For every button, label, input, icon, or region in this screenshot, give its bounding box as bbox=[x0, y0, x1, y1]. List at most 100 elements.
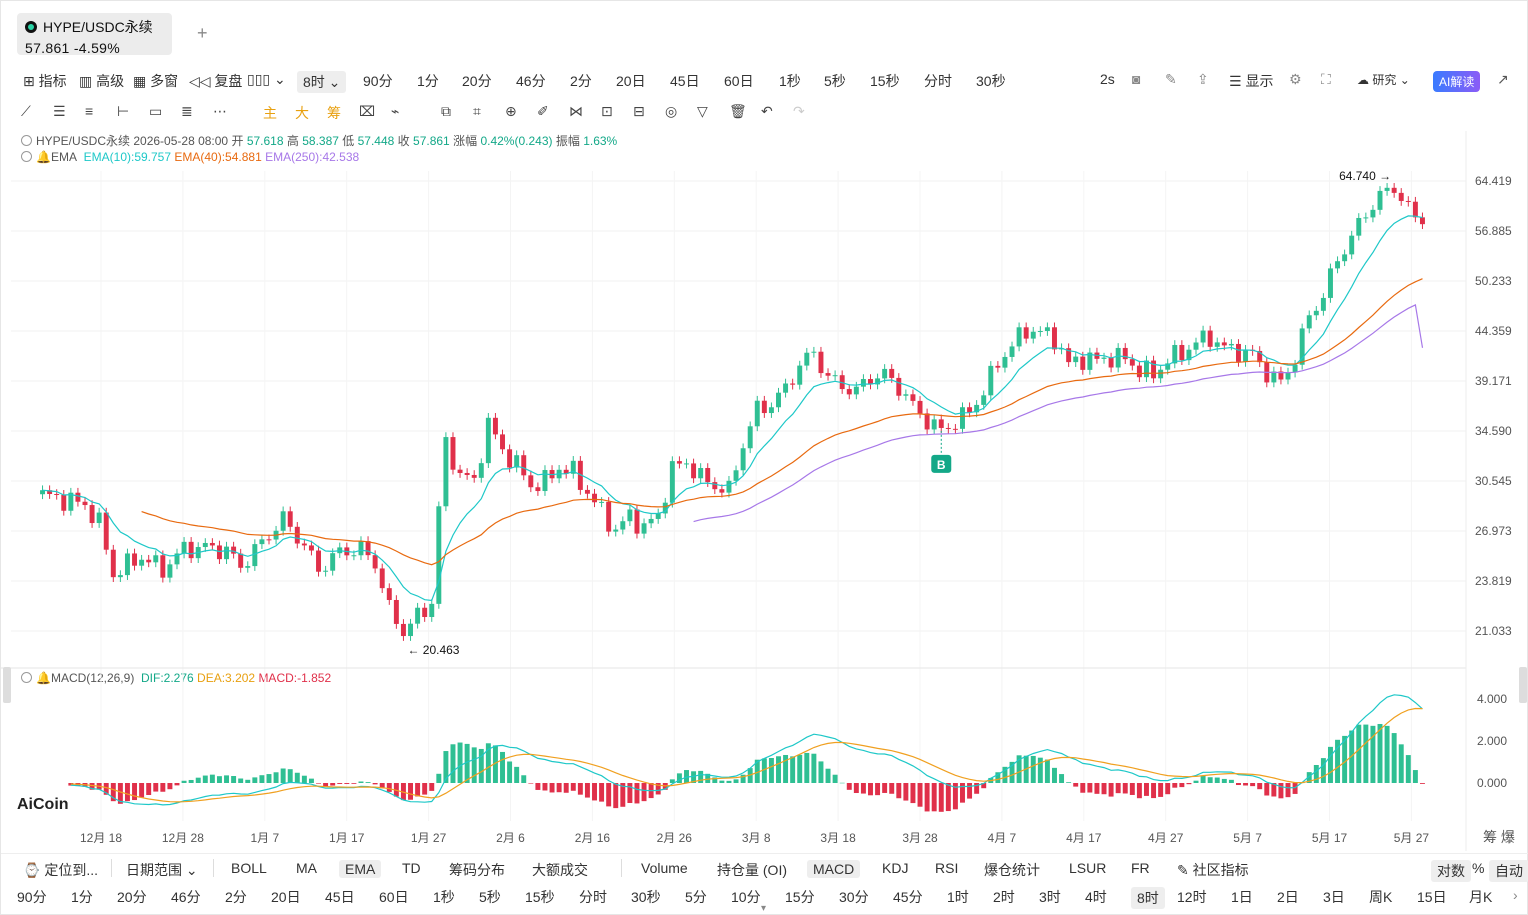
interval-bottom-15[interactable]: 15分 bbox=[785, 889, 815, 905]
interval-bottom-4[interactable]: 2分 bbox=[225, 889, 247, 905]
chevron-right-icon[interactable]: › bbox=[1513, 887, 1518, 903]
bell-icon[interactable]: 🔔 bbox=[36, 671, 51, 685]
ray-tool-icon[interactable]: ⊢ bbox=[117, 103, 130, 119]
ind-rsi[interactable]: RSI bbox=[935, 860, 959, 876]
interval-bottom-21[interactable]: 4时 bbox=[1085, 889, 1107, 905]
interval-bottom-25[interactable]: 2日 bbox=[1277, 889, 1299, 905]
ind-oi[interactable]: 持仓量 (OI) bbox=[717, 862, 787, 878]
interval-bottom-29[interactable]: 月K bbox=[1469, 889, 1493, 905]
advanced-button[interactable]: ▥ 高级 bbox=[79, 73, 125, 89]
interval-bottom-14[interactable]: 10分 bbox=[731, 889, 761, 905]
ruler-icon[interactable]: ⌗ bbox=[473, 103, 481, 119]
pen-icon[interactable]: ✎ bbox=[1165, 71, 1177, 87]
replay-button[interactable]: ◁◁ 复盘 bbox=[189, 73, 243, 89]
delete-icon[interactable]: 🗑 bbox=[729, 103, 747, 119]
locate-button[interactable]: ⌚ 定位到... bbox=[23, 862, 98, 878]
zoom-icon[interactable]: ⊕ bbox=[505, 103, 517, 119]
parallel-tool-icon[interactable]: ≡ bbox=[85, 103, 94, 119]
collapse-icon[interactable] bbox=[21, 135, 32, 146]
eraser-icon[interactable]: ⌁ bbox=[391, 103, 400, 119]
hide-icon[interactable]: ◎ bbox=[665, 103, 678, 119]
ind-ma[interactable]: MA bbox=[296, 860, 317, 876]
price-chart[interactable]: 64.419 56.885 50.233 44.359 39.171 34.590 30.5… bbox=[1, 1, 1528, 851]
redo-icon[interactable]: ↷ bbox=[793, 103, 805, 119]
percent-toggle[interactable]: % bbox=[1472, 860, 1485, 876]
ind-large[interactable]: 大额成交 bbox=[532, 862, 588, 878]
fib-tool-icon[interactable]: ≣ bbox=[181, 103, 193, 119]
interval-2m[interactable]: 2分 bbox=[570, 73, 592, 89]
interval-bottom-3[interactable]: 46分 bbox=[171, 889, 201, 905]
ind-liq[interactable]: 爆仓统计 bbox=[984, 862, 1040, 878]
ind-volume[interactable]: Volume bbox=[641, 860, 688, 876]
ind-macd[interactable]: MACD bbox=[807, 860, 861, 878]
ind-fr[interactable]: FR bbox=[1131, 860, 1150, 876]
interval-bottom-10[interactable]: 15秒 bbox=[525, 889, 555, 905]
interval-bottom-11[interactable]: 分时 bbox=[579, 889, 607, 905]
share-icon[interactable]: ⇪ bbox=[1197, 71, 1209, 87]
ind-td[interactable]: TD bbox=[402, 860, 421, 876]
interval-bottom-1[interactable]: 1分 bbox=[71, 889, 93, 905]
community-indicator[interactable]: ✎ 社区指标 bbox=[1177, 862, 1249, 878]
ind-ema[interactable]: EMA bbox=[339, 860, 382, 878]
interval-bottom-18[interactable]: 1时 bbox=[947, 889, 969, 905]
log-scale-toggle[interactable]: 对数 bbox=[1431, 860, 1471, 882]
trend-icon[interactable]: ↗ bbox=[1497, 71, 1509, 87]
ind-chip[interactable]: 筹码分布 bbox=[449, 862, 505, 878]
rect-tool-icon[interactable]: ▭ bbox=[149, 103, 163, 119]
interval-bottom-6[interactable]: 45日 bbox=[325, 889, 355, 905]
filter-icon[interactable]: ▽ bbox=[697, 103, 708, 119]
interval-bottom-9[interactable]: 5秒 bbox=[479, 889, 501, 905]
add-tab-button[interactable]: + bbox=[197, 23, 208, 43]
interval-bottom-28[interactable]: 15日 bbox=[1417, 889, 1447, 905]
ind-lsur[interactable]: LSUR bbox=[1069, 860, 1107, 876]
line-tool-icon[interactable]: ⟋ bbox=[21, 103, 31, 119]
main-chip-button[interactable]: 主 bbox=[263, 105, 277, 121]
interval-timeshare[interactable]: 分时 bbox=[924, 73, 952, 89]
undo-icon[interactable]: ↶ bbox=[761, 103, 773, 119]
interval-bottom-19[interactable]: 2时 bbox=[993, 889, 1015, 905]
large-chip-button[interactable]: 大 bbox=[295, 105, 309, 121]
collapse-icon[interactable] bbox=[21, 151, 32, 162]
interval-bottom-12[interactable]: 30秒 bbox=[631, 889, 661, 905]
refresh-rate[interactable]: 2s bbox=[1100, 71, 1115, 87]
multi-window-button[interactable]: ▦ 多窗 bbox=[133, 73, 179, 89]
interval-bottom-8[interactable]: 1秒 bbox=[433, 889, 455, 905]
ind-kdj[interactable]: KDJ bbox=[882, 860, 909, 876]
date-range-button[interactable]: 日期范围 ⌄ bbox=[126, 862, 198, 878]
interval-bottom-7[interactable]: 60日 bbox=[379, 889, 409, 905]
interval-bottom-20[interactable]: 3时 bbox=[1039, 889, 1061, 905]
interval-1m[interactable]: 1分 bbox=[417, 73, 439, 89]
interval-bottom-0[interactable]: 90分 bbox=[17, 889, 47, 905]
interval-15s[interactable]: 15秒 bbox=[870, 73, 900, 89]
camera-icon[interactable]: ◙ bbox=[1132, 71, 1141, 87]
interval-46m[interactable]: 46分 bbox=[516, 73, 546, 89]
interval-bottom-27[interactable]: 周K bbox=[1369, 889, 1393, 905]
brush-icon[interactable]: ✐ bbox=[537, 103, 549, 119]
interval-bottom-5[interactable]: 20日 bbox=[271, 889, 301, 905]
ind-boll[interactable]: BOLL bbox=[231, 860, 267, 876]
interval-bottom-13[interactable]: 5分 bbox=[685, 889, 707, 905]
interval-select[interactable]: 8时 ⌄ bbox=[297, 71, 347, 93]
ai-interpret-button[interactable]: AI解读 bbox=[1433, 71, 1481, 92]
left-collapse-handle[interactable] bbox=[3, 667, 11, 703]
interval-45d[interactable]: 45日 bbox=[670, 73, 700, 89]
alert-icon[interactable]: ⊟ bbox=[633, 103, 645, 119]
interval-bottom-17[interactable]: 45分 bbox=[893, 889, 923, 905]
interval-bottom-22[interactable]: 8时 bbox=[1131, 887, 1165, 909]
chart-type-icon[interactable]: ▯▯▯ ⌄ bbox=[247, 71, 286, 87]
hline-tool-icon[interactable]: ☰ bbox=[53, 103, 66, 119]
lock-icon[interactable]: ⊡ bbox=[601, 103, 613, 119]
interval-30s[interactable]: 30秒 bbox=[976, 73, 1006, 89]
display-button[interactable]: ☰ 显示 bbox=[1229, 73, 1274, 89]
fullscreen-icon[interactable]: ⛶ bbox=[1321, 71, 1331, 87]
indicator-button[interactable]: ⊞ 指标 bbox=[23, 73, 67, 89]
settings-icon[interactable]: ⚙ bbox=[1289, 71, 1302, 87]
interval-1s[interactable]: 1秒 bbox=[779, 73, 801, 89]
copy-icon[interactable]: ⧉ bbox=[441, 103, 451, 119]
chevron-down-icon[interactable]: ▾ bbox=[761, 903, 767, 914]
interval-5s[interactable]: 5秒 bbox=[824, 73, 846, 89]
chip-button[interactable]: 筹 bbox=[327, 105, 341, 121]
more-tools-icon[interactable]: ⋯ bbox=[213, 103, 227, 119]
interval-90m[interactable]: 90分 bbox=[363, 73, 393, 89]
pattern-icon[interactable]: ⌧ bbox=[359, 103, 376, 119]
